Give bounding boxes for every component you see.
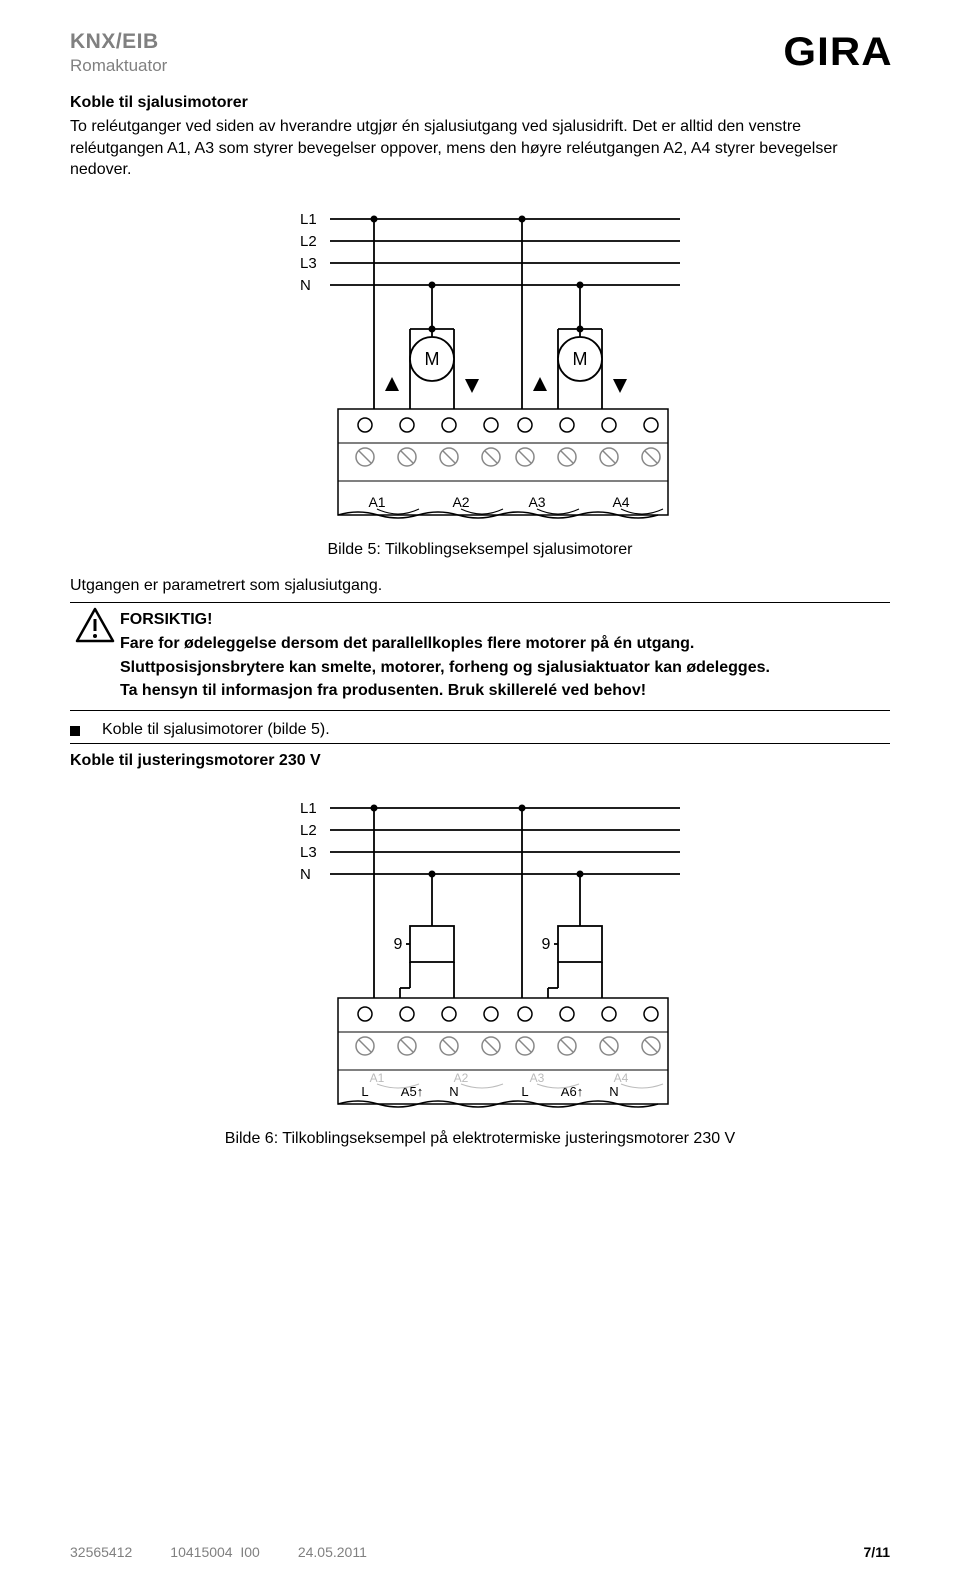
svg-text:L3: L3 xyxy=(300,844,317,861)
svg-text:L1: L1 xyxy=(300,800,317,817)
svg-text:A1: A1 xyxy=(368,494,385,510)
figure-2-caption: Bilde 6: Tilkoblingseksempel på elektrot… xyxy=(70,1130,890,1148)
svg-text:N: N xyxy=(300,277,311,294)
bullet-1-text: Koble til sjalusimotorer (bilde 5). xyxy=(102,721,330,739)
header-left: KNX/EIB Romaktuator xyxy=(70,30,167,76)
svg-text:9: 9 xyxy=(542,936,551,953)
footer-page: 7/11 xyxy=(864,1544,890,1560)
svg-text:A1: A1 xyxy=(370,1071,385,1085)
diagram-2-svg: L1L2L3N99LA5↑NLA6↑NA1A2A3A4 xyxy=(270,788,690,1118)
svg-text:L3: L3 xyxy=(300,255,317,272)
svg-text:L2: L2 xyxy=(300,822,317,839)
svg-text:N: N xyxy=(300,866,311,883)
warning-title: FORSIKTIG! xyxy=(120,609,890,631)
svg-text:L1: L1 xyxy=(300,211,317,228)
footer-code-1: 32565412 xyxy=(70,1544,132,1560)
brand-logo: GIRA xyxy=(783,30,892,75)
svg-text:A4: A4 xyxy=(614,1071,629,1085)
section1-para: To reléutganger ved siden av hverandre u… xyxy=(70,116,890,181)
footer-date: 24.05.2011 xyxy=(298,1544,864,1560)
svg-text:N: N xyxy=(609,1084,618,1099)
page-footer: 32565412 10415004 I00 24.05.2011 7/11 xyxy=(70,1544,890,1560)
section1-title: Koble til sjalusimotorer xyxy=(70,94,890,112)
figure-1-caption: Bilde 5: Tilkoblingseksempel sjalusimoto… xyxy=(70,541,890,559)
svg-text:A2: A2 xyxy=(452,494,469,510)
figure-1: L1 L2 L3 N M M A1 A2 A3 A4 xyxy=(70,199,890,529)
footer-code-2: 10415004 I00 xyxy=(170,1544,260,1560)
svg-text:A3: A3 xyxy=(530,1071,545,1085)
page-header: KNX/EIB Romaktuator GIRA xyxy=(70,30,890,76)
bullet-1: Koble til sjalusimotorer (bilde 5). xyxy=(70,717,890,744)
section2-title: Koble til justeringsmotorer 230 V xyxy=(70,752,890,770)
header-knx: KNX/EIB xyxy=(70,30,167,54)
diagram-1-svg: L1 L2 L3 N M M A1 A2 A3 A4 xyxy=(270,199,690,529)
warning-line-3: Ta hensyn til informasjon fra produsente… xyxy=(120,680,890,702)
para-2: Utgangen er parametrert som sjalusiutgan… xyxy=(70,575,890,597)
svg-text:M: M xyxy=(425,349,440,369)
warning-block: FORSIKTIG! Fare for ødeleggelse dersom d… xyxy=(70,602,890,710)
warning-line-2: Sluttposisjonsbrytere kan smelte, motore… xyxy=(120,657,890,679)
svg-text:M: M xyxy=(573,349,588,369)
warning-icon xyxy=(75,605,115,645)
svg-text:A3: A3 xyxy=(528,494,545,510)
svg-text:A2: A2 xyxy=(454,1071,469,1085)
warning-line-1: Fare for ødeleggelse dersom det parallel… xyxy=(120,633,890,655)
header-sub: Romaktuator xyxy=(70,56,167,76)
svg-text:L: L xyxy=(521,1084,528,1099)
svg-text:A4: A4 xyxy=(612,494,629,510)
svg-text:L2: L2 xyxy=(300,233,317,250)
bullet-square-icon xyxy=(70,726,80,736)
svg-text:9: 9 xyxy=(394,936,403,953)
svg-text:L: L xyxy=(361,1084,368,1099)
svg-text:N: N xyxy=(449,1084,458,1099)
figure-2: L1L2L3N99LA5↑NLA6↑NA1A2A3A4 xyxy=(70,788,890,1118)
